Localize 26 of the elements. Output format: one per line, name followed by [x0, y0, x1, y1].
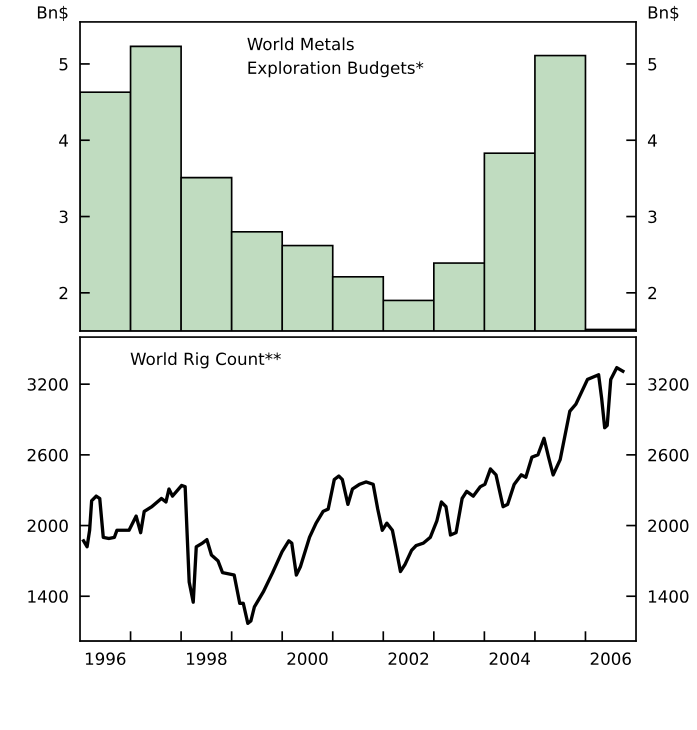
y2-tick-label: 2	[648, 286, 656, 300]
y2-tick-label: 3	[648, 210, 656, 224]
x-tick-label: 1996	[86, 652, 126, 666]
y2-tick-label: 1400	[648, 590, 688, 603]
y2-tick-label: 5	[648, 58, 656, 71]
x-tick-label: 2000	[287, 652, 328, 666]
y2-tick-label: 4	[648, 134, 657, 147]
y-tick-label: 2600	[28, 448, 68, 462]
x-tick-label: 2004	[490, 652, 530, 666]
y-tick-label: 2000	[28, 520, 68, 532]
x-tick-label: 2002	[388, 652, 428, 666]
y2-axis-title: Bn$	[648, 6, 678, 21]
x-tick-label: 2006	[590, 652, 631, 666]
y-tick-label: 4	[59, 134, 68, 147]
y-tick-label: 1400	[28, 590, 68, 603]
y2-tick-label: 3200	[648, 378, 688, 391]
y-tick-label: 3	[60, 210, 68, 224]
y-tick-label: 3200	[28, 378, 68, 391]
text: World Metals Exploration Budgets*	[247, 37, 424, 78]
y-tick-label: 5	[60, 58, 68, 71]
y-tick-label: 2	[60, 286, 68, 300]
y-axis-title: Bn$	[38, 6, 68, 21]
text: World Rig Count**	[130, 352, 281, 368]
x-tick-label: 1998	[187, 652, 226, 666]
y2-tick-label: 2000	[648, 520, 688, 532]
y2-tick-label: 2600	[648, 448, 688, 462]
